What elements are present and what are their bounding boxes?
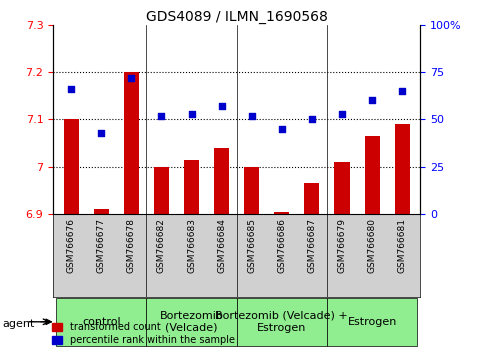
FancyBboxPatch shape	[237, 298, 327, 346]
Title: GDS4089 / ILMN_1690568: GDS4089 / ILMN_1690568	[146, 10, 327, 24]
Bar	[64, 119, 79, 214]
Point	[67, 86, 75, 92]
Point	[308, 116, 316, 122]
Bar	[395, 124, 410, 214]
Point	[278, 126, 285, 132]
Point	[188, 111, 196, 116]
Text: control: control	[82, 317, 121, 327]
Point	[338, 111, 346, 116]
Bar	[304, 183, 319, 214]
Bar	[184, 160, 199, 214]
FancyBboxPatch shape	[146, 298, 237, 346]
Text: GSM766682: GSM766682	[157, 218, 166, 273]
Text: GSM766677: GSM766677	[97, 218, 106, 273]
FancyBboxPatch shape	[327, 298, 417, 346]
Text: GSM766678: GSM766678	[127, 218, 136, 273]
Text: GSM766687: GSM766687	[307, 218, 316, 273]
Text: Bortezomib (Velcade) +
Estrogen: Bortezomib (Velcade) + Estrogen	[215, 311, 348, 333]
Text: GSM766685: GSM766685	[247, 218, 256, 273]
Bar	[274, 212, 289, 214]
Text: Bortezomib
(Velcade): Bortezomib (Velcade)	[159, 311, 224, 333]
Text: GSM766679: GSM766679	[338, 218, 346, 273]
Text: GSM766680: GSM766680	[368, 218, 377, 273]
Text: Estrogen: Estrogen	[347, 317, 397, 327]
Point	[157, 113, 165, 118]
Text: GSM766681: GSM766681	[398, 218, 407, 273]
Text: GSM766683: GSM766683	[187, 218, 196, 273]
Point	[98, 130, 105, 136]
Text: GSM766686: GSM766686	[277, 218, 286, 273]
Point	[398, 88, 406, 94]
Point	[248, 113, 256, 118]
Bar	[124, 72, 139, 214]
Point	[368, 98, 376, 103]
Text: agent: agent	[2, 319, 35, 329]
Bar	[365, 136, 380, 214]
Bar	[334, 162, 350, 214]
Text: GSM766676: GSM766676	[67, 218, 76, 273]
Point	[218, 103, 226, 109]
Bar	[94, 209, 109, 214]
Bar	[244, 167, 259, 214]
Text: GSM766684: GSM766684	[217, 218, 226, 273]
Bar	[214, 148, 229, 214]
FancyBboxPatch shape	[56, 298, 146, 346]
Point	[128, 75, 135, 81]
Legend: transformed count, percentile rank within the sample: transformed count, percentile rank withi…	[48, 319, 239, 349]
Bar	[154, 167, 169, 214]
